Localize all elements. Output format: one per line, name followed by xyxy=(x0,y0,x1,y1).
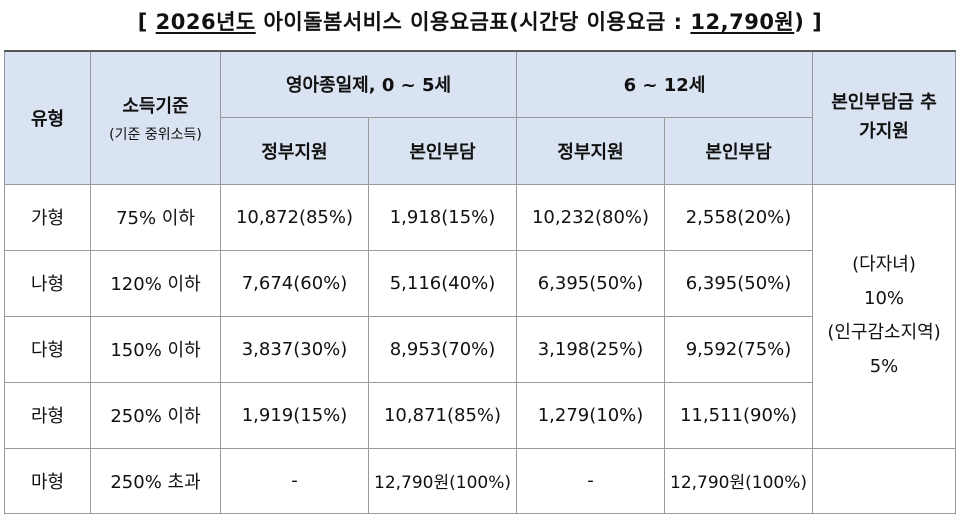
extra-line-multichild: (다자녀) xyxy=(852,253,916,275)
cell-extra-support: (다자녀) 10% (인구감소지역) 5% xyxy=(812,183,957,449)
header-extra-support: 본인부담금 추가지원 xyxy=(812,50,957,185)
table-row: 다형 150% 이하 3,837(30%) 8,953(70%) 3,198(2… xyxy=(4,315,956,383)
cell-infant-self: 12,790원(100%) xyxy=(367,447,518,514)
table-title: [ 2026년도 아이돌봄서비스 이용요금표(시간당 이용요금 : 12,790… xyxy=(0,6,960,36)
cell-type: 마형 xyxy=(4,447,91,514)
header-infant-self: 본인부담 xyxy=(367,116,518,185)
cell-child-gov: 3,198(25%) xyxy=(516,315,666,383)
cell-child-gov: 1,279(10%) xyxy=(516,381,666,449)
extra-line-depop-rate: 5% xyxy=(869,356,899,378)
header-group-child: 6 ~ 12세 xyxy=(516,50,814,118)
cell-type: 나형 xyxy=(4,249,91,317)
cell-income: 250% 이하 xyxy=(90,381,221,449)
header-income-label: 소득기준 xyxy=(122,95,189,117)
cell-infant-gov: 7,674(60%) xyxy=(220,249,369,317)
header-group-infant: 영아종일제, 0 ~ 5세 xyxy=(219,50,518,118)
table-row: 가형 75% 이하 10,872(85%) 1,918(15%) 10,232(… xyxy=(4,183,957,449)
cell-income: 75% 이하 xyxy=(90,183,221,251)
cell-infant-self: 8,953(70%) xyxy=(367,315,518,383)
table-row: 마형 250% 초과 - 12,790원(100%) - 12,790원(100… xyxy=(4,447,957,514)
fee-table: 유형 소득기준 (기준 중위소득) 영아종일제, 0 ~ 5세 6 ~ 12세 … xyxy=(4,50,957,514)
cell-type: 가형 xyxy=(4,183,91,251)
header-child-self: 본인부담 xyxy=(664,116,814,185)
cell-child-self: 12,790원(100%) xyxy=(664,447,814,514)
extra-line-multichild-rate: 10% xyxy=(864,287,905,309)
table-row: 나형 120% 이하 7,674(60%) 5,116(40%) 6,395(5… xyxy=(4,249,956,317)
title-year: 2026년도 xyxy=(155,10,256,34)
extra-line-depop: (인구감소지역) xyxy=(827,322,941,343)
cell-extra-empty xyxy=(812,447,957,514)
cell-child-self: 6,395(50%) xyxy=(664,249,814,317)
cell-income: 120% 이하 xyxy=(90,249,221,317)
header-income: 소득기준 (기준 중위소득) xyxy=(90,50,221,185)
table-row: 라형 250% 이하 1,919(15%) 10,871(85%) 1,279(… xyxy=(4,381,956,449)
cell-child-gov: 10,232(80%) xyxy=(516,183,666,251)
header-child-gov: 정부지원 xyxy=(516,116,666,185)
cell-type: 다형 xyxy=(4,315,91,383)
title-bracket-open: [ xyxy=(137,10,156,34)
cell-infant-gov: - xyxy=(220,447,369,514)
cell-infant-self: 10,871(85%) xyxy=(367,381,518,449)
cell-infant-self: 5,116(40%) xyxy=(367,249,518,317)
header-income-sub: (기준 중위소득) xyxy=(109,126,202,143)
cell-infant-gov: 1,919(15%) xyxy=(220,381,369,449)
cell-child-self: 2,558(20%) xyxy=(664,183,814,251)
cell-infant-gov: 3,837(30%) xyxy=(220,315,369,383)
cell-type: 라형 xyxy=(4,381,91,449)
title-bracket-close: ) ] xyxy=(794,10,823,34)
cell-infant-self: 1,918(15%) xyxy=(367,183,518,251)
header-type: 유형 xyxy=(4,50,91,185)
cell-infant-gov: 10,872(85%) xyxy=(220,183,369,251)
cell-child-gov: 6,395(50%) xyxy=(516,249,666,317)
cell-child-self: 11,511(90%) xyxy=(664,381,814,449)
header-infant-gov: 정부지원 xyxy=(220,116,369,185)
cell-income: 250% 초과 xyxy=(90,447,221,514)
cell-income: 150% 이하 xyxy=(90,315,221,383)
title-text: 아이돌봄서비스 이용요금표(시간당 이용요금 : xyxy=(255,10,691,34)
cell-child-gov: - xyxy=(516,447,666,514)
cell-child-self: 9,592(75%) xyxy=(664,315,814,383)
title-hourly-fee: 12,790원 xyxy=(690,10,795,34)
